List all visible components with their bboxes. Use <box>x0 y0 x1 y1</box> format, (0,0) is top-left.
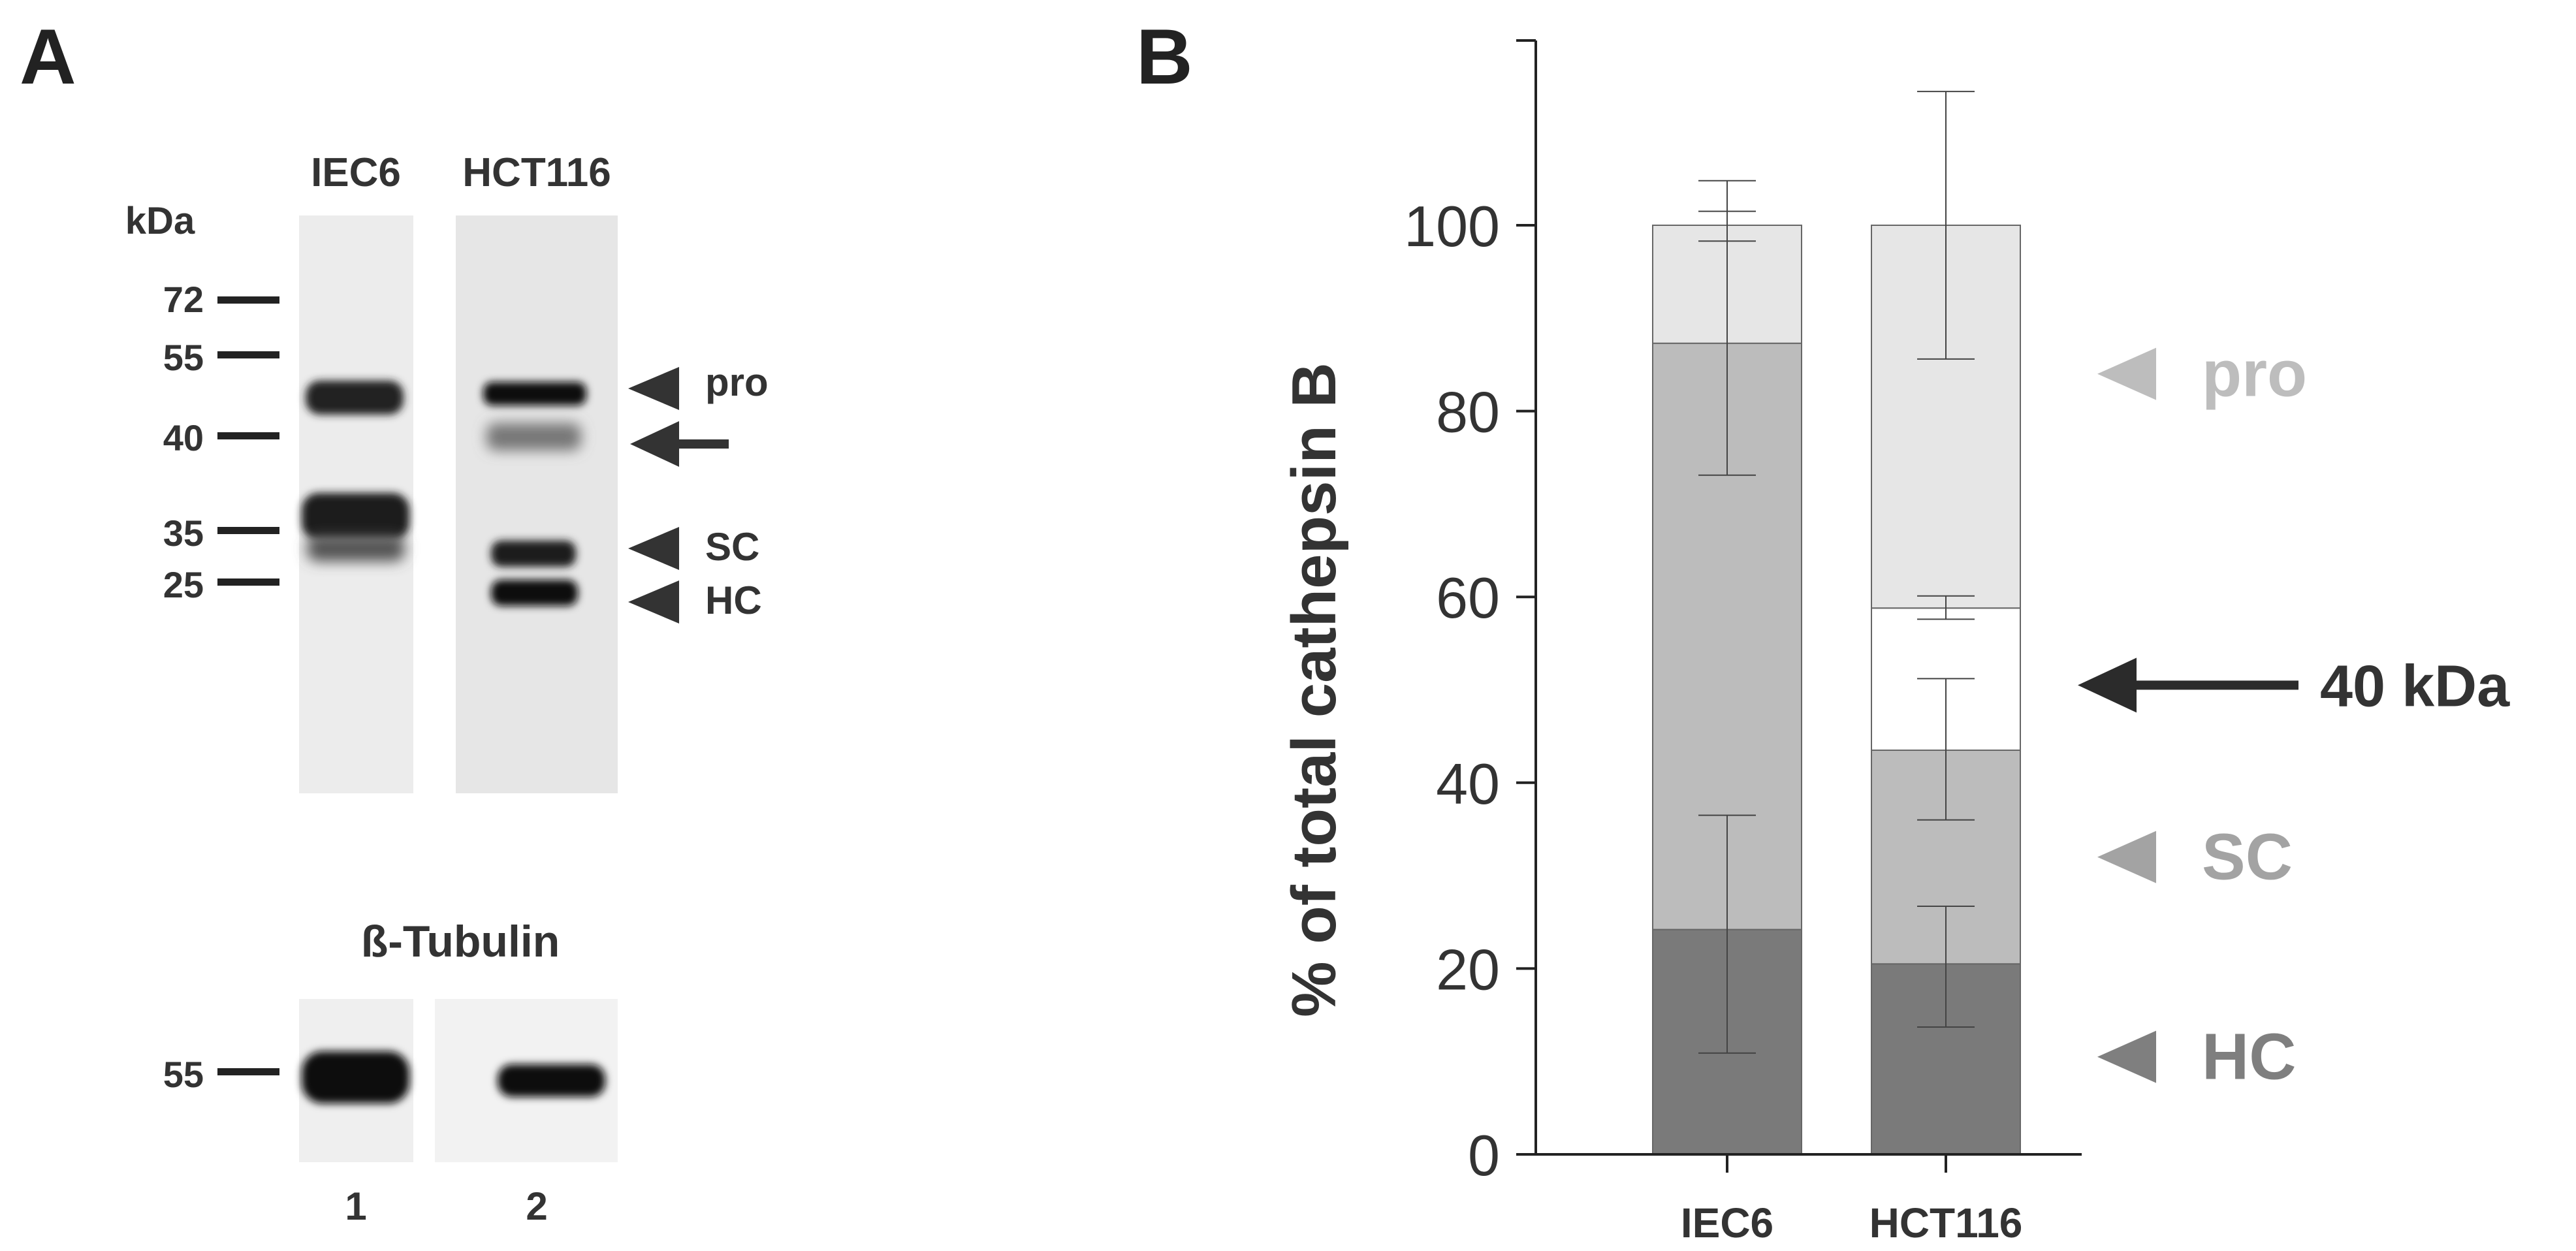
annotation-sc: SC <box>2097 821 2293 894</box>
marker-tick <box>217 432 279 439</box>
blot-band <box>483 382 586 405</box>
error-bar <box>1917 91 1975 360</box>
panel-b-stacked-bar-chart: B % of total cathepsin B 0 20 40 60 80 100 IE… <box>1136 13 2510 1246</box>
panel-a-western-blot: A IEC6 HCT116 kDa 72 55 40 35 25 <box>20 13 769 1228</box>
error-bar <box>1917 595 1975 620</box>
blot-band <box>306 381 404 415</box>
marker-label: 40 <box>163 417 204 458</box>
mw-marker: 25 <box>163 564 279 605</box>
panel-a-letter: A <box>20 13 76 101</box>
blot-band <box>491 541 576 567</box>
marker-label: 35 <box>163 513 204 554</box>
lane-number-2: 2 <box>526 1184 547 1228</box>
arrowhead-icon <box>2097 347 2156 400</box>
blot-band <box>491 580 578 606</box>
annotation-hc: HC <box>2097 1021 2296 1094</box>
y-axis-title: % of total cathepsin B <box>1279 362 1349 1017</box>
mw-marker: 35 <box>163 513 279 554</box>
blot-band <box>498 1064 605 1097</box>
arrowhead-icon <box>628 580 679 624</box>
lane-header-iec6: IEC6 <box>311 150 401 195</box>
annotation-label: SC <box>2202 821 2293 894</box>
mw-marker: 72 <box>163 279 279 320</box>
blot-band <box>302 1051 409 1103</box>
marker-label: 55 <box>163 1054 204 1095</box>
annotation-label: HC <box>2202 1021 2296 1094</box>
tubulin-title: ß-Tubulin <box>361 917 560 966</box>
annotation-pro: pro <box>2097 338 2307 411</box>
error-bar <box>1917 678 1975 821</box>
lane-number-1: 1 <box>345 1184 366 1228</box>
y-tick-label: 80 <box>1436 380 1500 445</box>
arrowhead-icon <box>2097 1030 2156 1083</box>
y-tick-label: 20 <box>1436 937 1500 1002</box>
marker-tick <box>217 351 279 358</box>
y-tick-label: 60 <box>1436 565 1500 630</box>
arrowhead-icon <box>628 527 679 570</box>
band-label-pro: pro <box>705 360 769 404</box>
y-tick-label: 100 <box>1404 194 1500 259</box>
annotation-label: 40 kDa <box>2320 654 2510 719</box>
segment-annotations: pro 40 kDa SC HC <box>2078 338 2510 1094</box>
arrow-icon <box>630 421 729 467</box>
mw-marker: 55 <box>163 1054 279 1095</box>
band-label-hc: HC <box>705 578 762 622</box>
y-tick-label: 0 <box>1468 1123 1500 1188</box>
error-bar <box>1698 814 1756 1054</box>
y-axis: 0 20 40 60 80 100 <box>1404 39 1537 1188</box>
kda-unit-label: kDa <box>125 200 195 242</box>
error-bars <box>1698 91 1975 1054</box>
marker-tick <box>217 1068 279 1075</box>
annotation-40-kda: 40 kDa <box>2078 654 2510 719</box>
marker-label: 55 <box>163 337 204 378</box>
marker-tick <box>217 296 279 304</box>
marker-tick <box>217 527 279 534</box>
arrow-shaft <box>2130 680 2298 690</box>
error-bar <box>1698 180 1756 242</box>
error-bar <box>1917 906 1975 1028</box>
mw-marker: 55 <box>163 337 279 378</box>
blot-bands-iec6 <box>302 381 409 562</box>
y-tick-label: 40 <box>1436 752 1500 816</box>
marker-tick <box>217 578 279 586</box>
bar-segments <box>1652 225 2021 1156</box>
mw-marker: 40 <box>163 417 279 458</box>
blot-band <box>486 423 581 451</box>
arrow-icon <box>2078 657 2137 713</box>
marker-label: 25 <box>163 564 204 605</box>
arrowhead-icon <box>628 367 679 410</box>
lane-header-hct116: HCT116 <box>462 150 611 195</box>
band-label-sc: SC <box>705 525 759 569</box>
blot-bands-hct116 <box>483 382 586 606</box>
x-axis: IEC6 HCT116 <box>1536 1153 2082 1246</box>
blot-lane-hct116 <box>456 215 618 793</box>
plot-area: 0 20 40 60 80 100 IEC6 HCT116 pro 40 kDa SC HC <box>1404 39 2510 1246</box>
panel-b-letter: B <box>1136 13 1193 101</box>
annotation-label: pro <box>2202 338 2307 411</box>
arrowhead-icon <box>2097 831 2156 883</box>
blot-band <box>307 535 405 562</box>
x-tick-label: IEC6 <box>1681 1199 1773 1246</box>
marker-label: 72 <box>163 279 204 320</box>
blot-band <box>302 493 409 540</box>
x-tick-label: HCT116 <box>1869 1199 2023 1246</box>
